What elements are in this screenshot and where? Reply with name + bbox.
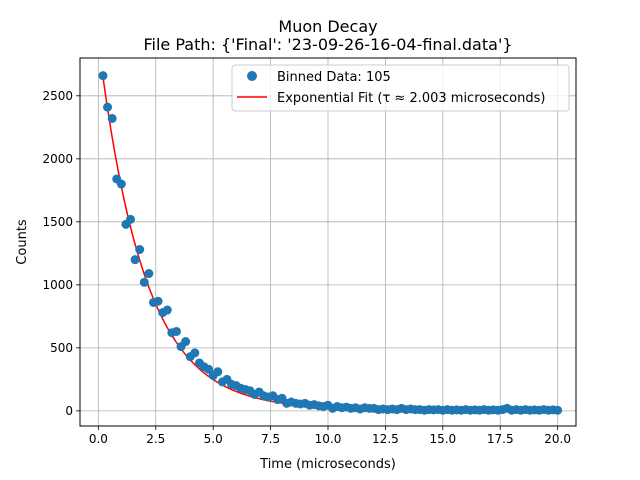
y-axis-label: Counts xyxy=(15,219,30,265)
legend-box xyxy=(231,64,570,112)
data-point xyxy=(139,277,149,287)
legend-label-fit: Exponential Fit (τ ≈ 2.003 microseconds) xyxy=(277,91,545,106)
data-point xyxy=(135,245,145,255)
data-point xyxy=(98,71,108,81)
x-tick-label: 15.0 xyxy=(429,432,456,446)
legend-label-scatter: Binned Data: 105 xyxy=(277,70,391,85)
data-point xyxy=(144,269,154,279)
data-point xyxy=(181,337,191,347)
data-point xyxy=(107,113,117,123)
y-tick-label: 500 xyxy=(50,341,73,355)
y-tick-label: 1500 xyxy=(42,215,73,229)
data-point xyxy=(190,348,200,358)
data-point xyxy=(103,102,113,112)
data-point xyxy=(553,405,563,415)
x-tick-label: 12.5 xyxy=(372,432,399,446)
x-axis-label: Time (microseconds) xyxy=(259,457,396,472)
x-tick-label: 0.0 xyxy=(89,432,108,446)
data-points xyxy=(98,71,563,415)
y-axis-ticks: 0 500 1000 1500 2000 2500 xyxy=(42,89,80,418)
x-tick-label: 7.5 xyxy=(261,432,280,446)
data-point xyxy=(204,364,214,374)
x-tick-label: 17.5 xyxy=(487,432,514,446)
y-tick-label: 2000 xyxy=(42,152,73,166)
y-tick-label: 2500 xyxy=(42,89,73,103)
chart-title: Muon Decay xyxy=(278,17,377,36)
data-point xyxy=(171,326,181,336)
data-point xyxy=(130,255,140,265)
chart-subtitle: File Path: {'Final': '23-09-26-16-04-fin… xyxy=(143,35,512,54)
data-point xyxy=(116,179,126,189)
x-axis-ticks: 0.0 2.5 5.0 7.5 10.0 12.5 15.0 17.5 20.0 xyxy=(89,426,571,446)
legend-marker-scatter xyxy=(247,71,257,81)
y-tick-label: 1000 xyxy=(42,278,73,292)
data-point xyxy=(126,214,136,224)
x-tick-label: 10.0 xyxy=(315,432,342,446)
data-point xyxy=(162,305,172,315)
x-tick-label: 20.0 xyxy=(544,432,571,446)
x-tick-label: 2.5 xyxy=(146,432,165,446)
x-tick-label: 5.0 xyxy=(204,432,223,446)
data-point xyxy=(153,296,163,306)
data-point xyxy=(213,367,223,377)
y-tick-label: 0 xyxy=(65,404,73,418)
legend: Binned Data: 105 Exponential Fit (τ ≈ 2.… xyxy=(231,64,570,112)
